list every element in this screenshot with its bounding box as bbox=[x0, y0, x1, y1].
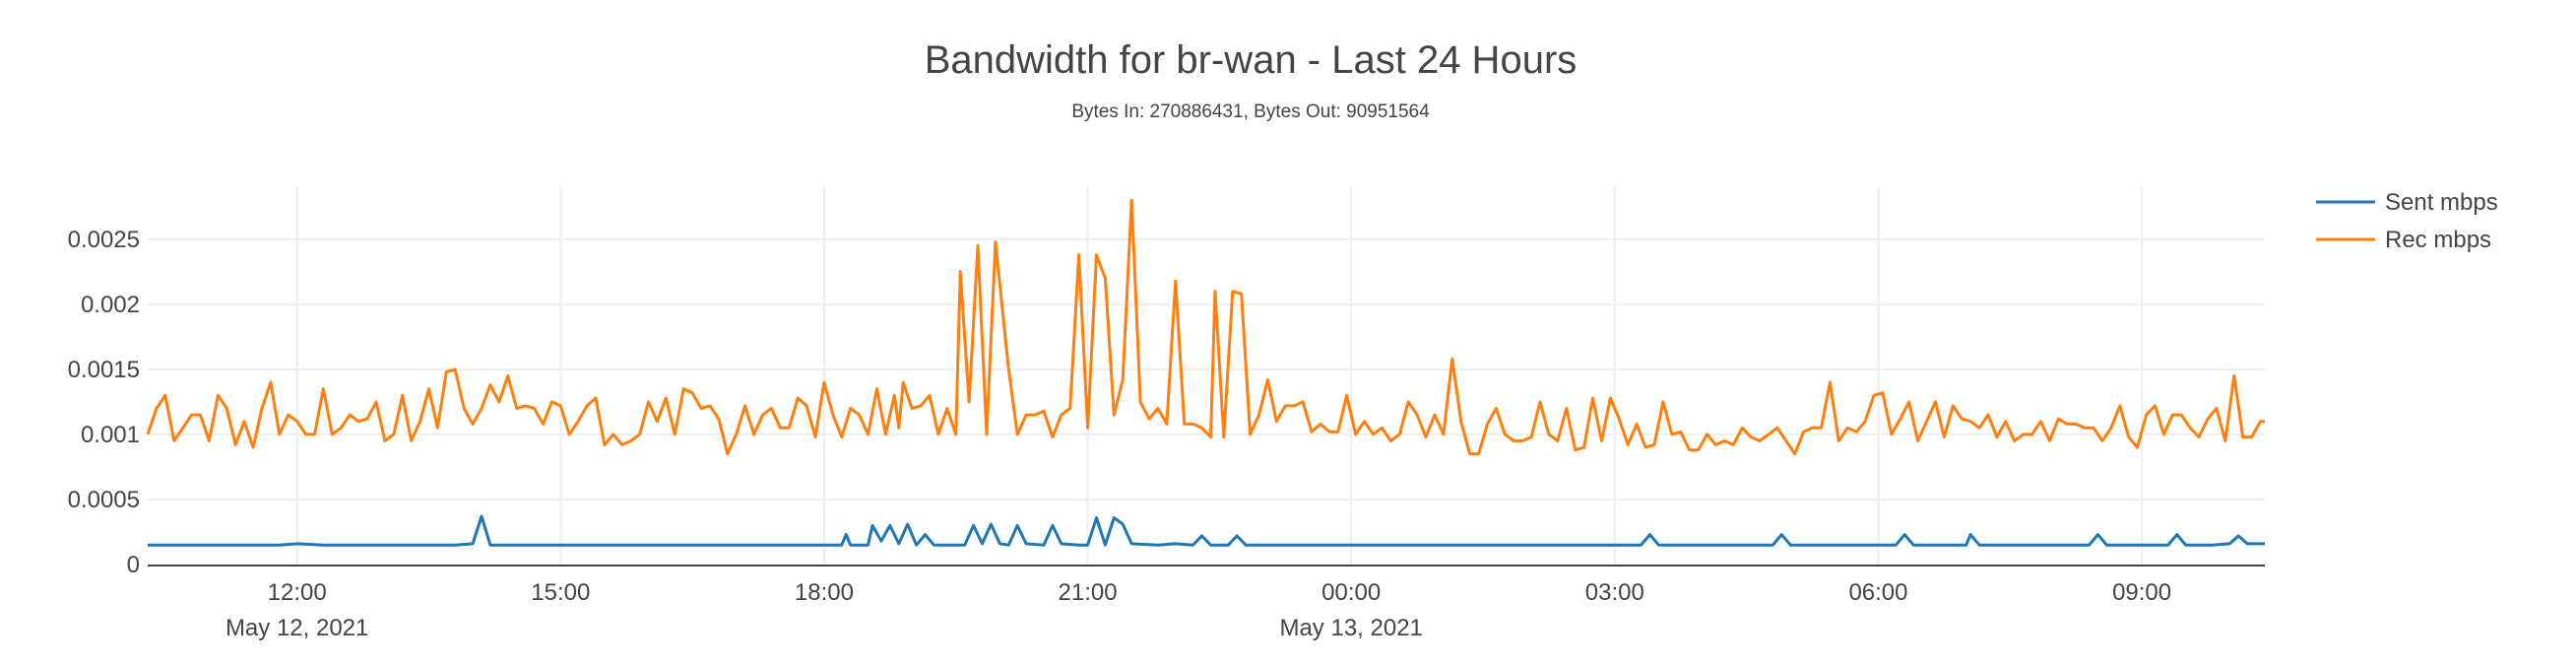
legend-item-rec-mbps[interactable]: Rec mbps bbox=[2316, 227, 2491, 253]
chart-title: Bandwidth for br-wan - Last 24 Hours bbox=[925, 38, 1578, 82]
y-tick-label: 0.0005 bbox=[68, 487, 140, 513]
y-tick-label: 0.001 bbox=[81, 422, 140, 448]
x-axis-ticks: 12:00 May 12, 2021 15:00 18:00 21:00 00:00 May… bbox=[225, 579, 2171, 641]
x-tick-label: 12:00 bbox=[268, 579, 327, 606]
series-line-rec-mbps[interactable] bbox=[146, 198, 2265, 456]
y-tick-label: 0.0015 bbox=[68, 357, 140, 383]
x-tick-label: 06:00 bbox=[1848, 579, 1907, 606]
x-tick-label: 21:00 bbox=[1059, 579, 1118, 606]
legend-label: Rec mbps bbox=[2385, 227, 2491, 253]
x-tick-label: 18:00 bbox=[795, 579, 854, 606]
plot-series bbox=[146, 198, 2265, 547]
x-tick-label: 09:00 bbox=[2112, 579, 2171, 606]
x-tick-date-label: May 13, 2021 bbox=[1279, 615, 1422, 641]
x-tick-label: 03:00 bbox=[1585, 579, 1644, 606]
legend-label: Sent mbps bbox=[2385, 189, 2498, 216]
y-tick-label: 0 bbox=[127, 552, 140, 578]
y-tick-label: 0.002 bbox=[81, 292, 140, 318]
series-line-sent-mbps[interactable] bbox=[148, 514, 2265, 547]
x-tick-label: 00:00 bbox=[1321, 579, 1381, 606]
y-axis-ticks: 0 0.0005 0.001 0.0015 0.002 0.0025 bbox=[68, 227, 140, 578]
chart-subtitle: Bytes In: 270886431, Bytes Out: 90951564 bbox=[1071, 101, 1430, 122]
x-tick-label: 15:00 bbox=[531, 579, 590, 606]
legend-item-sent-mbps[interactable]: Sent mbps bbox=[2316, 189, 2498, 216]
x-tick-date-label: May 12, 2021 bbox=[225, 615, 368, 641]
y-tick-label: 0.0025 bbox=[68, 227, 140, 253]
legend[interactable]: Sent mbps Rec mbps bbox=[2316, 189, 2498, 253]
